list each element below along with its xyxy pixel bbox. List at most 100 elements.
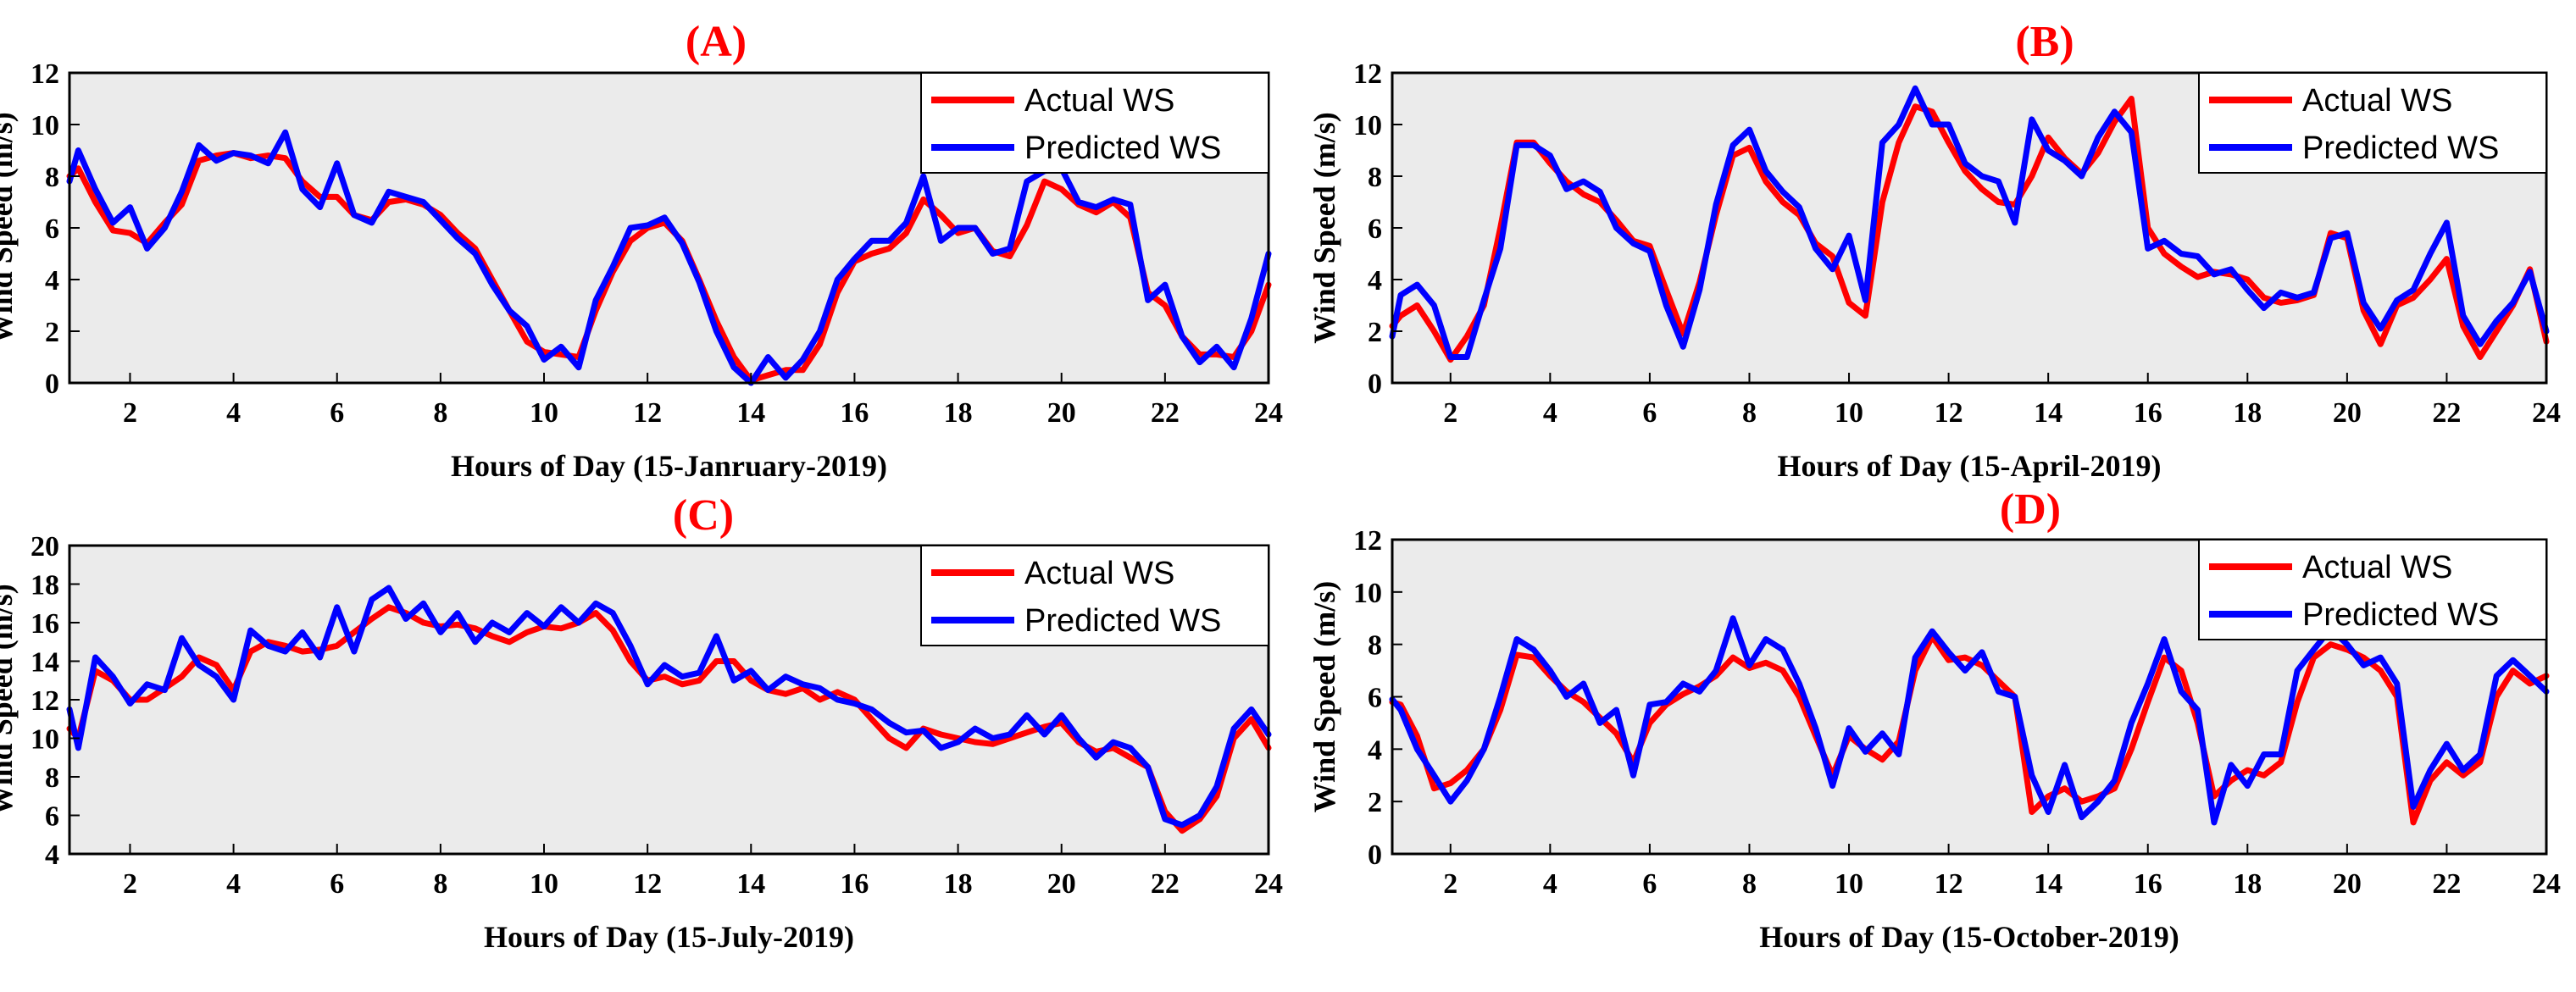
panel-c-y-tick-label: 14	[31, 647, 59, 679]
panel-c-x-tick-label: 16	[840, 868, 869, 900]
panel-c-x-tick-label: 2	[123, 868, 137, 900]
panel-b-x-axis-label: Hours of Day (15-April-2019)	[1778, 449, 2162, 483]
panel-c-x-tick-label: 4	[226, 868, 241, 900]
panel-d-x-tick-label: 12	[1935, 868, 1963, 900]
panel-c-x-tick-label: 14	[736, 868, 765, 900]
panel-a-series-predicted-ws-line	[66, 129, 1272, 386]
panel-c-x-tick-label: 6	[330, 868, 344, 900]
panel-b-y-tick-label: 8	[1368, 162, 1382, 193]
panel-b-y-tick-label: 6	[1368, 213, 1382, 245]
panel-a-legend	[920, 72, 1269, 174]
panel-d-series-predicted-ws-line	[1389, 615, 2550, 826]
panel-c-x-tick-label: 20	[1047, 868, 1076, 900]
panel-c-legend-label-predicted: Predicted WS	[1024, 603, 1221, 639]
panel-a-x-tick-label: 16	[840, 397, 869, 429]
panel-b-legend	[2198, 72, 2547, 174]
panel-d-y-tick-label: 2	[1368, 787, 1382, 818]
panel-b-y-tick-label: 0	[1368, 369, 1382, 400]
panel-d-title: (D)	[2000, 485, 2061, 534]
panel-d-y-axis-label: Wind Speed (m/s)	[1307, 581, 1341, 812]
panel-c-x-axis-label: Hours of Day (15-July-2019)	[484, 920, 854, 954]
panel-a-x-tick-label: 8	[433, 397, 447, 429]
panel-a-x-tick-label: 22	[1151, 397, 1180, 429]
panel-c-y-tick-label: 20	[31, 531, 59, 563]
panel-b-x-tick-label: 12	[1935, 397, 1963, 429]
panel-a-y-tick-label: 2	[45, 317, 59, 348]
panel-a-y-tick-label: 10	[31, 110, 59, 141]
panel-b-x-tick-label: 4	[1543, 397, 1557, 429]
panel-a-x-axis-label: Hours of Day (15-Janruary-2019)	[451, 449, 887, 483]
panel-b-x-tick-label: 6	[1642, 397, 1657, 429]
panel-c-legend	[920, 545, 1269, 646]
panel-a-x-tick-label: 18	[944, 397, 973, 429]
panel-b-x-tick-label: 20	[2333, 397, 2362, 429]
panel-a-x-tick-label: 2	[123, 397, 137, 429]
panel-c-x-tick-label: 18	[944, 868, 973, 900]
panel-d-y-tick-label: 6	[1368, 683, 1382, 714]
panel-b-legend-label-predicted: Predicted WS	[2302, 130, 2499, 166]
panel-d-x-tick-label: 16	[2134, 868, 2162, 900]
panel-d-x-tick-label: 2	[1443, 868, 1457, 900]
panel-c-x-tick-label: 22	[1151, 868, 1180, 900]
panel-b-x-tick-label: 16	[2134, 397, 2162, 429]
panel-b-title: (B)	[2015, 18, 2074, 66]
panel-a-x-tick-label: 10	[530, 397, 558, 429]
panel-d-y-tick-label: 4	[1368, 734, 1382, 766]
panel-d-x-axis-label: Hours of Day (15-October-2019)	[1759, 920, 2179, 954]
panel-a-x-tick-label: 20	[1047, 397, 1076, 429]
panel-a-y-tick-label: 12	[31, 58, 59, 90]
panel-b-y-tick-label: 4	[1368, 265, 1382, 296]
panel-c-y-axis-label: Wind Speed (m/s)	[0, 584, 19, 815]
panel-c-legend-label-actual: Actual WS	[1024, 556, 1174, 591]
panel-a-x-tick-label: 24	[1254, 397, 1283, 429]
panel-b-y-tick-label: 12	[1353, 58, 1382, 90]
panel-c-x-tick-label: 8	[433, 868, 447, 900]
panel-c-x-tick-label: 10	[530, 868, 558, 900]
panel-c-y-tick-label: 10	[31, 724, 59, 756]
panel-d-x-tick-label: 22	[2432, 868, 2461, 900]
panel-b-x-tick-label: 22	[2432, 397, 2461, 429]
panel-b-x-tick-label: 8	[1742, 397, 1757, 429]
panel-b-y-axis-label: Wind Speed (m/s)	[1307, 112, 1341, 343]
panel-a-title: (A)	[686, 18, 747, 66]
panel-d-y-tick-label: 0	[1368, 840, 1382, 871]
panel-a-y-tick-label: 4	[45, 265, 59, 296]
panel-a-y-tick-label: 0	[45, 369, 59, 400]
panel-c-y-tick-label: 12	[31, 685, 59, 717]
panel-c-y-tick-label: 4	[45, 840, 59, 871]
panel-c-y-tick-label: 8	[45, 762, 59, 794]
panel-c-y-tick-label: 16	[31, 608, 59, 640]
panel-d-x-tick-label: 24	[2532, 868, 2561, 900]
panel-a-y-tick-label: 6	[45, 213, 59, 245]
panel-b-x-tick-label: 24	[2532, 397, 2561, 429]
panel-a-legend-label-predicted: Predicted WS	[1024, 130, 1221, 166]
panel-b-x-tick-label: 10	[1835, 397, 1863, 429]
panel-b-x-tick-label: 14	[2034, 397, 2062, 429]
panel-c-y-tick-label: 6	[45, 801, 59, 833]
panel-d-legend-label-predicted: Predicted WS	[2302, 597, 2499, 633]
panel-c-y-tick-label: 18	[31, 570, 59, 601]
panel-d-legend-label-actual: Actual WS	[2302, 550, 2452, 585]
panel-c-series-predicted-ws-line	[66, 585, 1272, 829]
panel-a-legend-label-actual: Actual WS	[1024, 83, 1174, 119]
panel-c-x-tick-label: 24	[1254, 868, 1283, 900]
panel-a-x-tick-label: 4	[226, 397, 241, 429]
panel-a-x-tick-label: 6	[330, 397, 344, 429]
panel-d-legend	[2198, 539, 2547, 640]
panel-d-y-tick-label: 10	[1353, 578, 1382, 609]
panel-d-y-tick-label: 12	[1353, 525, 1382, 557]
panel-c-title: (C)	[673, 491, 734, 540]
panel-a-y-tick-label: 8	[45, 162, 59, 193]
panel-b-y-tick-label: 2	[1368, 317, 1382, 348]
panel-c-x-tick-label: 12	[633, 868, 662, 900]
panel-b-legend-label-actual: Actual WS	[2302, 83, 2452, 119]
panel-a-x-tick-label: 12	[633, 397, 662, 429]
panel-a-y-axis-label: Wind Speed (m/s)	[0, 112, 19, 343]
panel-b-series-predicted-ws-line	[1389, 85, 2550, 360]
panel-b-x-tick-label: 18	[2233, 397, 2262, 429]
panel-b-x-tick-label: 2	[1443, 397, 1457, 429]
panel-d-x-tick-label: 10	[1835, 868, 1863, 900]
panel-a-x-tick-label: 14	[736, 397, 765, 429]
panel-c-series-actual-ws-line	[66, 604, 1272, 834]
